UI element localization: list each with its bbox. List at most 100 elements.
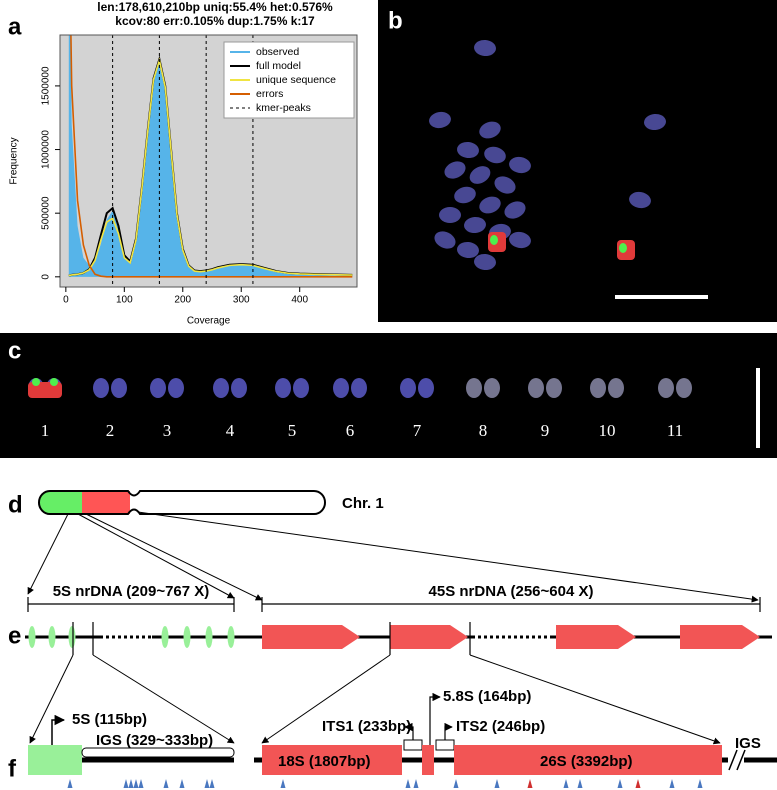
chromosome <box>111 378 127 398</box>
chromosome <box>474 39 496 57</box>
chromosome <box>275 378 291 398</box>
brackets <box>27 597 761 612</box>
chromosome <box>454 186 476 204</box>
site-marker <box>453 779 459 788</box>
chromosome <box>608 378 624 398</box>
chromosome <box>504 201 526 219</box>
legend-label: observed <box>256 46 299 58</box>
x-tick-label: 100 <box>116 295 133 306</box>
site-marker <box>123 779 129 788</box>
site-marker <box>128 779 134 788</box>
area <box>68 35 353 277</box>
site-marker <box>669 779 675 788</box>
chromosome <box>351 378 367 398</box>
chromosome <box>93 378 109 398</box>
chromosome-number: 2 <box>106 421 115 440</box>
legend-label: full model <box>256 60 301 72</box>
site-marker <box>179 779 185 788</box>
region-label: IGS (329~333bp) <box>96 732 213 749</box>
chromosome-spread <box>429 39 666 271</box>
panel-label: d <box>8 491 23 518</box>
chromosome-name: Chr. 1 <box>342 495 384 512</box>
chromosome-number: 11 <box>667 421 683 440</box>
chromosome <box>494 176 516 194</box>
site-marker <box>527 779 533 788</box>
region-label: IGS <box>735 735 761 752</box>
panel-label: f <box>8 755 17 782</box>
site-marker <box>280 779 286 788</box>
site-marker <box>204 779 210 788</box>
plot-frame <box>59 34 358 288</box>
chart-subtitle: kcov:80 err:0.105% dup:1.75% k:17 <box>115 14 315 28</box>
chart-title: len:178,610,210bp uniq:55.4% het:0.576% <box>97 0 333 14</box>
chromosome-number: 5 <box>288 421 297 440</box>
chromosome <box>444 161 466 179</box>
site-marker <box>163 779 169 788</box>
site-marker <box>563 779 569 788</box>
y-tick-label: 1000000 <box>41 130 52 169</box>
chromosome <box>484 146 506 164</box>
chromosome <box>484 378 500 398</box>
chromosome <box>474 253 496 271</box>
site-marker <box>209 779 215 788</box>
chromosome-number: 7 <box>413 421 422 440</box>
signal-green <box>490 235 498 245</box>
chromosome <box>231 378 247 398</box>
chromosome-number: 6 <box>346 421 355 440</box>
karyotype-row: 1 2 3 4 5 6 7 8 9 10 11 <box>28 378 692 440</box>
chromosome <box>400 378 416 398</box>
chromosome-diagram <box>38 490 326 515</box>
site-marker <box>697 779 703 788</box>
x-tick-label: 0 <box>63 295 69 306</box>
y-tick-label: 500000 <box>41 196 52 230</box>
legend-label: kmer-peaks <box>256 102 311 114</box>
chromosome <box>457 241 479 259</box>
chromosome <box>434 231 456 249</box>
x-tick-label: 200 <box>174 295 191 306</box>
micrograph <box>378 0 777 322</box>
signal-green <box>50 378 58 386</box>
chromosome <box>168 378 184 398</box>
chromosome-number: 9 <box>541 421 550 440</box>
chromosome <box>457 141 479 159</box>
panel-label: b <box>388 7 403 34</box>
x-axis-label: Coverage <box>187 316 231 327</box>
signal-green <box>32 378 40 386</box>
site-marker <box>133 779 139 788</box>
legend: observed full model unique sequence errors k… <box>223 41 355 119</box>
chromosome <box>509 231 531 249</box>
y-axis-label: Frequency <box>9 137 20 184</box>
chromosome <box>676 378 692 398</box>
plot-area <box>68 35 353 287</box>
x-tick-label: 300 <box>233 295 250 306</box>
chromosome <box>429 111 451 129</box>
chromosome <box>469 166 491 184</box>
chromosome <box>418 378 434 398</box>
legend-label: unique sequence <box>256 74 336 86</box>
region-label: 5S (115bp) <box>72 711 147 728</box>
chromosome <box>479 196 501 214</box>
panel-label: a <box>8 13 22 40</box>
signal-green <box>619 243 627 253</box>
region-label: 26S (3392bp) <box>540 753 633 770</box>
site-marker <box>67 779 73 788</box>
region-label: 5.8S (164bp) <box>443 688 531 705</box>
chromosome <box>658 378 674 398</box>
site-marker <box>635 779 641 788</box>
chromosome <box>150 378 166 398</box>
chromosome-number: 1 <box>41 421 50 440</box>
chromosome <box>439 207 461 223</box>
chromosome <box>333 378 349 398</box>
site-marker <box>617 779 623 788</box>
chromosome <box>293 378 309 398</box>
panel-label: c <box>8 337 21 364</box>
chromosome-number: 3 <box>163 421 172 440</box>
chromosome <box>464 216 486 234</box>
5s-region <box>39 491 82 514</box>
45s-region <box>82 491 130 514</box>
karyotype <box>0 333 777 458</box>
site-marker <box>413 779 419 788</box>
region-label: ITS2 (246bp) <box>456 718 545 735</box>
chromosome <box>546 378 562 398</box>
